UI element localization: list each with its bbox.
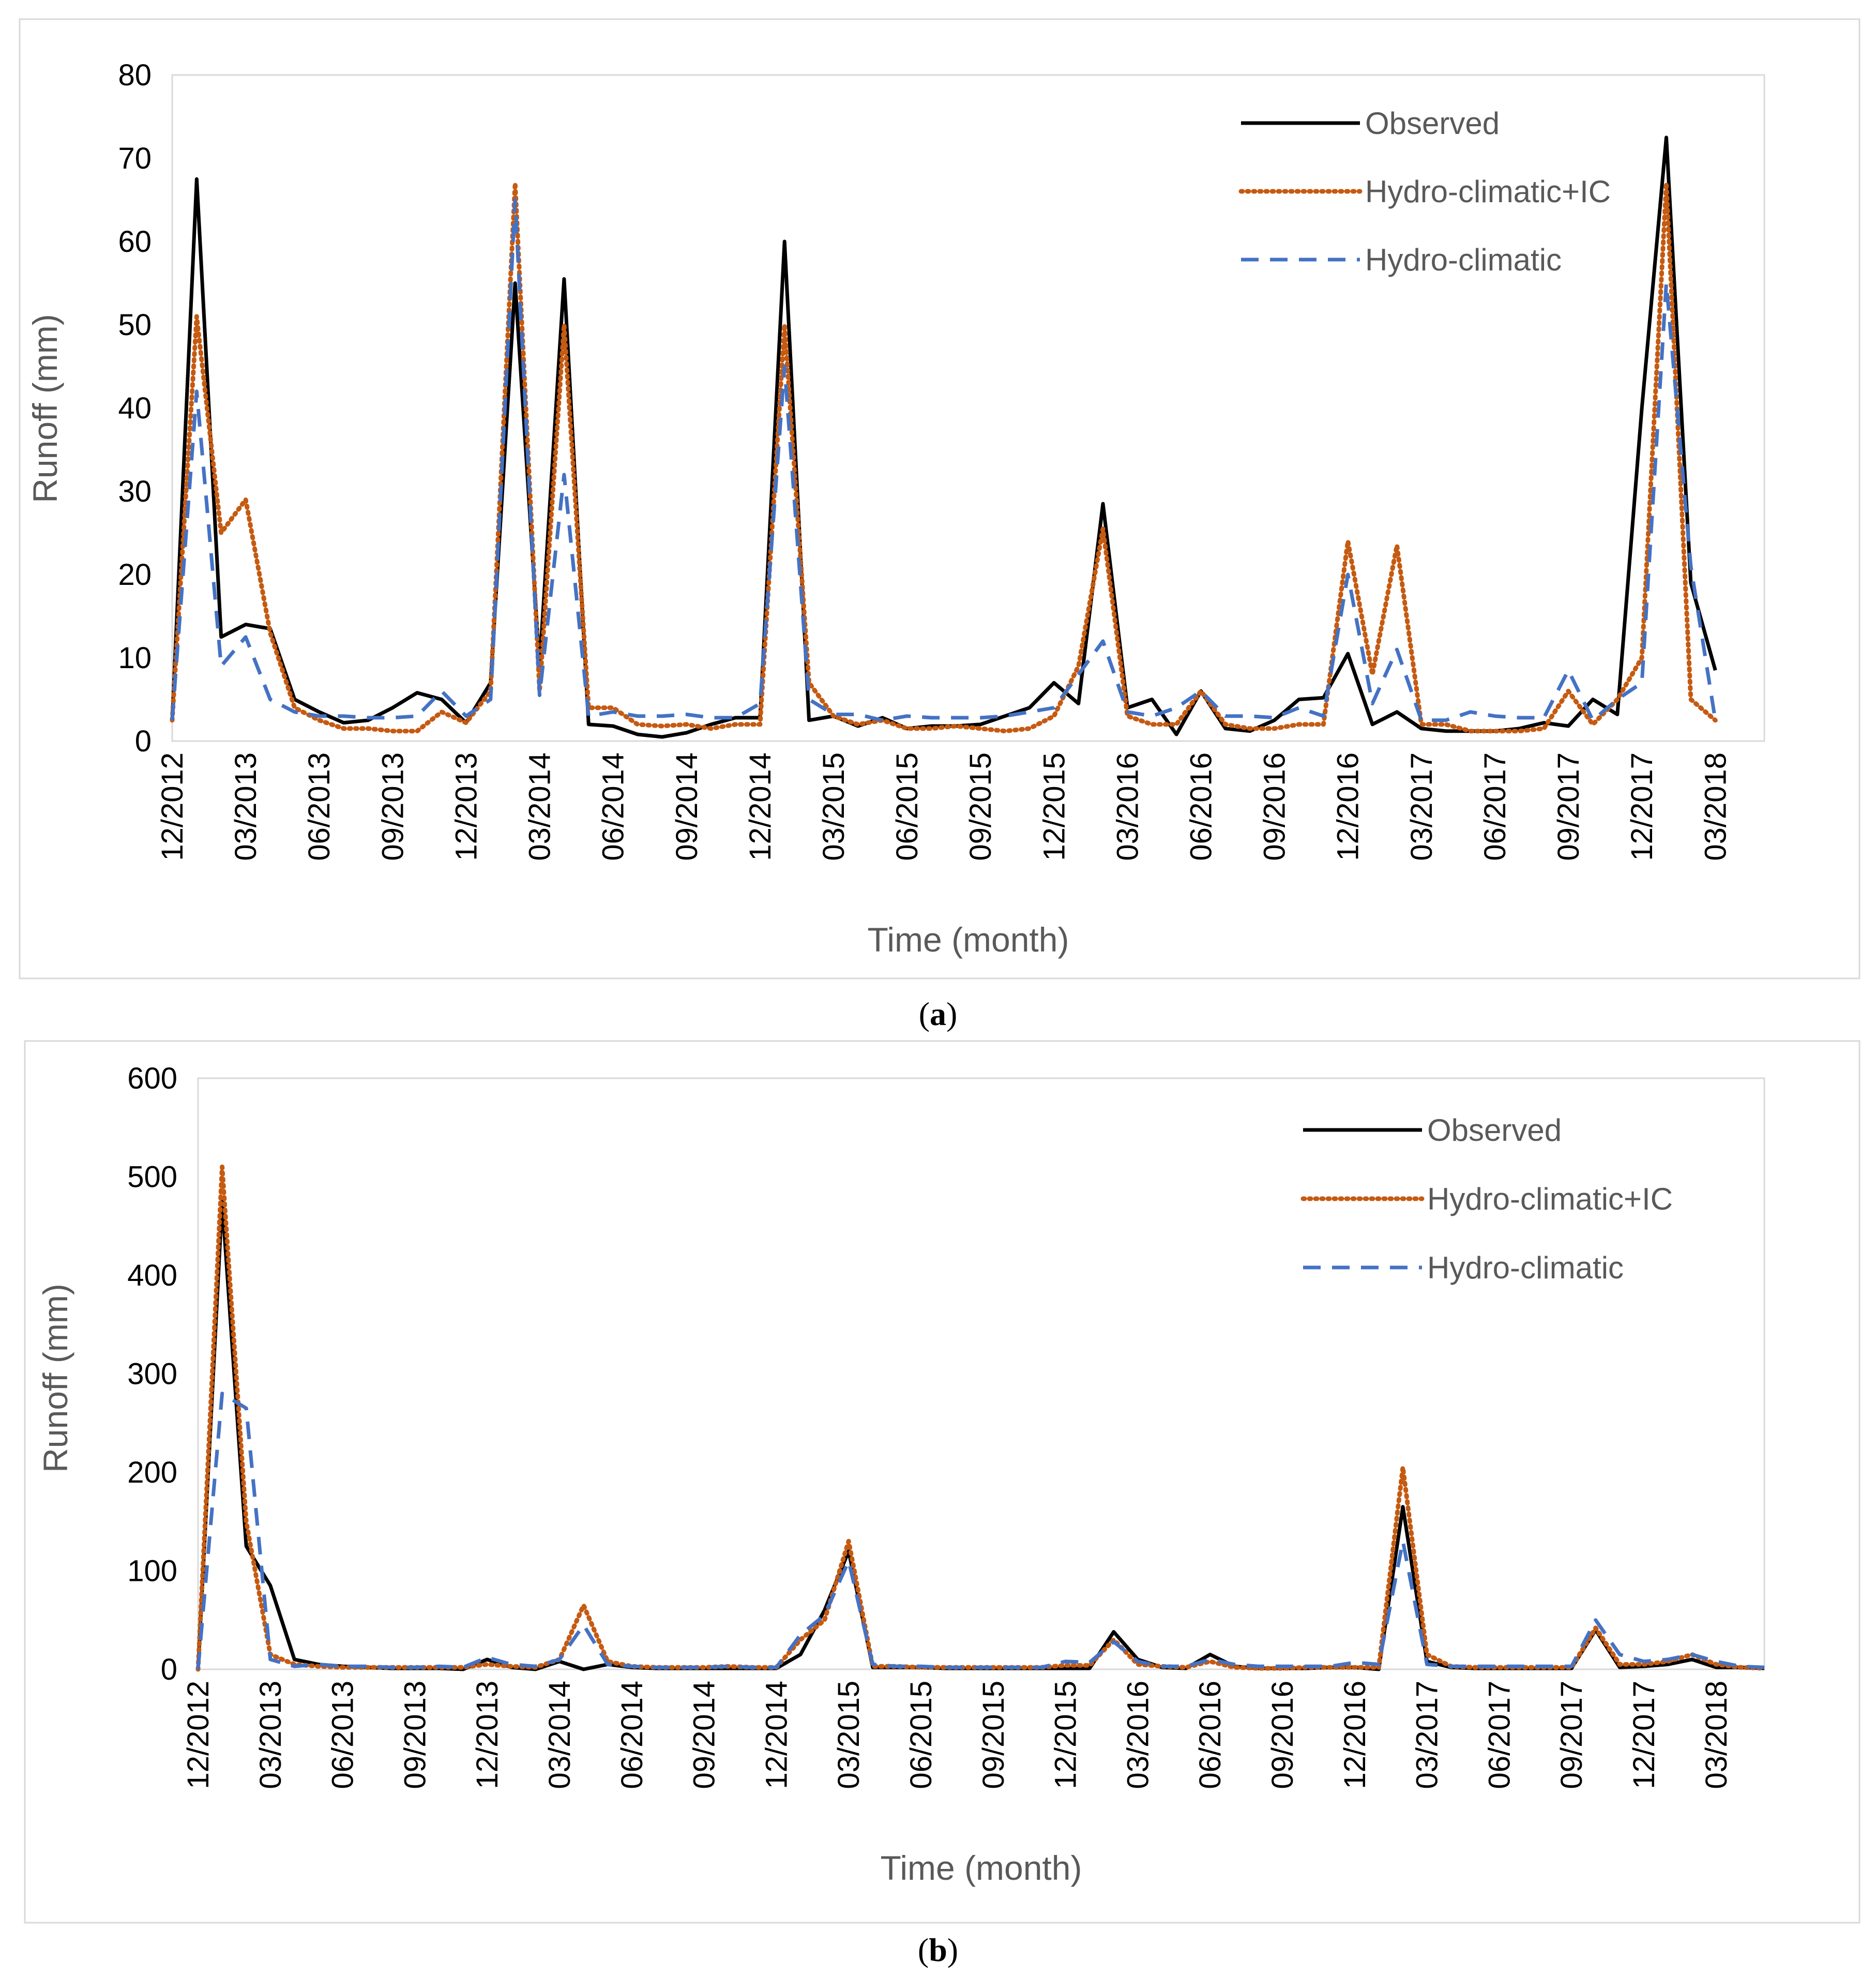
x-tick-label: 06/2015: [904, 1681, 938, 1789]
x-tick-label: 06/2013: [302, 752, 336, 861]
y-axis-title: Runoff (mm): [36, 1284, 74, 1473]
x-tick-label: 06/2014: [597, 752, 630, 861]
x-tick-label: 12/2012: [181, 1681, 215, 1789]
series-line-hydro-climatic: [170, 198, 1717, 722]
plot-area: [171, 74, 1765, 742]
x-tick-label: 12/2013: [471, 1681, 504, 1789]
y-tick-label: 200: [127, 1456, 177, 1489]
chart-b: 0 100 200 300 400 500 600 12/2012 03/2013 06/2013…: [36, 1062, 1767, 1887]
y-axis-title: Runoff (mm): [26, 314, 64, 503]
panel-b-frame: [24, 1040, 1860, 1924]
panel-a-frame: [19, 18, 1860, 979]
caption-a-letter: a: [930, 995, 946, 1032]
y-tick-label: 60: [118, 225, 152, 259]
x-tick-label: 09/2014: [688, 1681, 721, 1789]
caption-a: (a): [919, 995, 958, 1032]
legend-label: Observed: [1427, 1113, 1562, 1148]
x-tick-label: 06/2015: [890, 752, 924, 861]
legend-label: Hydro-climatic+IC: [1427, 1182, 1673, 1216]
x-tick-label: 03/2016: [1121, 1681, 1155, 1789]
x-tick-label: 12/2017: [1625, 752, 1659, 861]
x-tick-label: 12/2016: [1338, 1681, 1372, 1789]
x-tick-label: 12/2016: [1332, 752, 1365, 861]
x-tick-label: 06/2014: [615, 1681, 649, 1789]
x-tick-label: 09/2013: [376, 752, 410, 861]
x-tick-label: 03/2014: [543, 1681, 577, 1789]
caption-b: (b): [918, 1931, 958, 1968]
x-tick-label: 12/2015: [1037, 752, 1071, 861]
x-tick-label: 09/2013: [398, 1681, 432, 1789]
y-tick-label: 70: [118, 142, 152, 175]
y-tick-label: 100: [127, 1555, 177, 1588]
x-tick-label: 03/2014: [523, 752, 557, 861]
legend-label: Hydro-climatic: [1365, 243, 1562, 277]
x-tick-label: 09/2017: [1552, 752, 1585, 861]
x-tick-label: 03/2013: [254, 1681, 288, 1789]
legend-label: Hydro-climatic: [1427, 1250, 1624, 1285]
y-tick-label: 0: [135, 725, 152, 758]
x-tick-label: 12/2013: [449, 752, 483, 861]
x-tick-label: 03/2015: [832, 1681, 866, 1789]
y-tick-label: 500: [127, 1160, 177, 1194]
x-tick-label: 03/2017: [1405, 752, 1439, 861]
x-tick-label: 03/2013: [229, 752, 263, 861]
series-line-hydro-climatic-ic: [170, 180, 1718, 734]
x-tick-label: 09/2015: [964, 752, 997, 861]
x-tick-label: 06/2016: [1193, 1681, 1227, 1789]
x-tick-label: 12/2012: [156, 752, 189, 861]
x-axis-title: Time (month): [881, 1849, 1082, 1887]
x-tick-label: 06/2017: [1478, 752, 1512, 861]
x-tick-label: 12/2015: [1049, 1681, 1083, 1789]
x-tick-label: 06/2013: [326, 1681, 360, 1789]
x-tick-label: 03/2017: [1411, 1681, 1444, 1789]
x-tick-label: 03/2016: [1111, 752, 1144, 861]
y-tick-label: 80: [118, 58, 152, 92]
x-tick-label: 06/2017: [1482, 1681, 1516, 1789]
x-tick-label: 12/2014: [744, 752, 777, 861]
y-tick-label: 600: [127, 1062, 177, 1095]
x-tick-label: 03/2018: [1699, 752, 1732, 861]
x-axis-title: Time (month): [868, 920, 1069, 959]
x-tick-label: 12/2014: [760, 1681, 793, 1789]
legend-label: Observed: [1365, 106, 1500, 141]
y-tick-label: 400: [127, 1259, 177, 1292]
legend-label: Hydro-climatic+IC: [1365, 174, 1611, 209]
x-tick-label: 03/2018: [1700, 1681, 1733, 1789]
series-line-hydro-climatic: [196, 1392, 1765, 1670]
x-tick-label: 09/2016: [1266, 1681, 1299, 1789]
caption-b-letter: b: [929, 1931, 947, 1968]
y-tick-label: 40: [118, 391, 152, 425]
x-tick-label: 09/2017: [1555, 1681, 1588, 1789]
x-tick-label: 06/2016: [1185, 752, 1218, 861]
chart-a: 0 10 20 30 40 50 60 70 80 12/2012 03/2013 06/2013 09…: [26, 58, 1765, 959]
y-tick-label: 300: [127, 1357, 177, 1391]
y-tick-label: 50: [118, 308, 152, 342]
y-tick-label: 20: [118, 558, 152, 592]
x-tick-label: 09/2014: [670, 752, 704, 861]
x-tick-label: 09/2016: [1258, 752, 1292, 861]
y-tick-label: 0: [161, 1653, 177, 1686]
y-tick-label: 30: [118, 475, 152, 508]
x-tick-label: 09/2015: [977, 1681, 1010, 1789]
x-tick-label: 03/2015: [817, 752, 851, 861]
x-tick-label: 12/2017: [1627, 1681, 1661, 1789]
y-tick-label: 10: [118, 641, 152, 675]
